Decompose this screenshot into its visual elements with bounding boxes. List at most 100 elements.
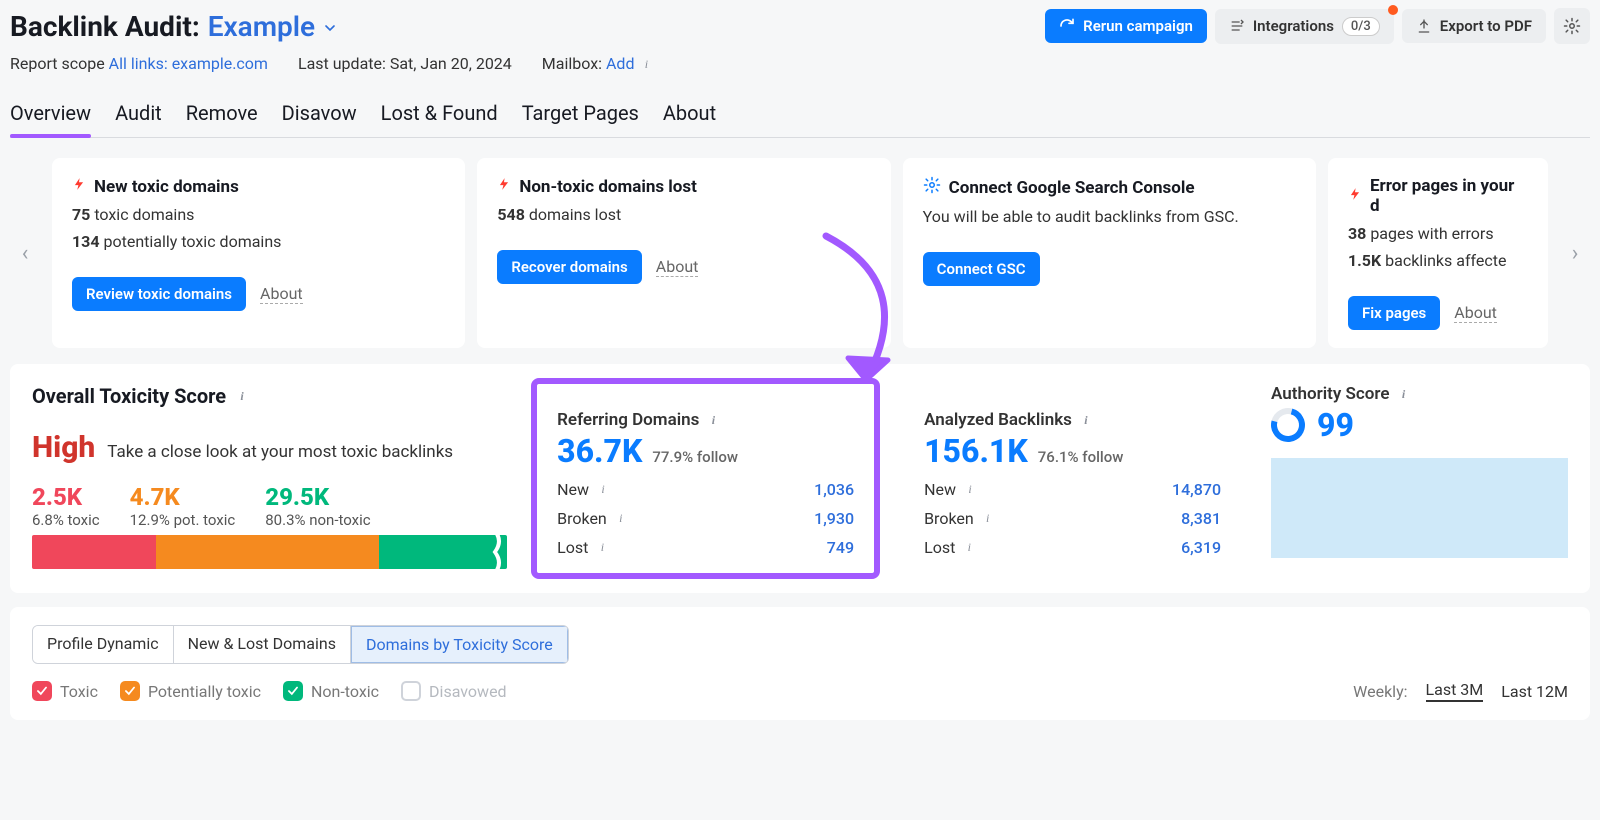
stat-row-value[interactable]: 6,319 bbox=[1181, 538, 1221, 557]
referring-domains-follow: 77.9% follow bbox=[652, 448, 738, 466]
analyzed-backlinks-follow: 76.1% follow bbox=[1038, 448, 1124, 466]
refresh-icon bbox=[1059, 18, 1075, 34]
segment-button[interactable]: New & Lost Domains bbox=[174, 626, 351, 663]
legend-item[interactable]: Non-toxic bbox=[283, 681, 379, 701]
authority-donut-icon bbox=[1265, 402, 1311, 448]
referring-domains-title: Referring Domains i bbox=[557, 410, 854, 430]
info-icon[interactable]: i bbox=[962, 482, 978, 498]
gear-icon bbox=[923, 176, 941, 199]
card-action-button[interactable]: Recover domains bbox=[497, 250, 641, 284]
chevron-down-icon bbox=[322, 20, 338, 36]
legend-checkbox[interactable] bbox=[120, 681, 140, 701]
info-icon[interactable]: i bbox=[594, 540, 610, 556]
authority-chart bbox=[1271, 458, 1568, 558]
toxicity-stat: 29.5K80.3% non-toxic bbox=[265, 483, 370, 529]
summary-card: Non-toxic domains lost 548 domains lost Re… bbox=[477, 158, 890, 348]
settings-button[interactable] bbox=[1554, 8, 1590, 44]
rerun-campaign-button[interactable]: Rerun campaign bbox=[1045, 9, 1207, 43]
card-about-link[interactable]: About bbox=[1454, 303, 1497, 323]
card-action-button[interactable]: Fix pages bbox=[1348, 296, 1440, 330]
cards-next[interactable]: › bbox=[1560, 241, 1590, 266]
stat-row-value[interactable]: 1,930 bbox=[814, 509, 854, 528]
toxicity-stat-value: 29.5K bbox=[265, 483, 370, 511]
card-stat-line: 1.5K backlinks affecte bbox=[1348, 251, 1528, 270]
segment-button[interactable]: Domains by Toxicity Score bbox=[351, 626, 568, 663]
legend-item[interactable]: Toxic bbox=[32, 681, 98, 701]
domains-chart-panel: Profile DynamicNew & Lost DomainsDomains… bbox=[10, 607, 1590, 720]
integrations-button[interactable]: Integrations 0/3 bbox=[1215, 9, 1394, 44]
info-icon[interactable]: i bbox=[595, 482, 611, 498]
page-title: Backlink Audit: Example bbox=[10, 10, 338, 43]
stat-row: Lost i6,319 bbox=[924, 538, 1221, 557]
export-pdf-button[interactable]: Export to PDF bbox=[1402, 9, 1546, 43]
info-icon[interactable]: i bbox=[638, 57, 654, 73]
authority-score-title: Authority Score i bbox=[1271, 384, 1568, 404]
export-icon bbox=[1416, 18, 1432, 34]
tab-remove[interactable]: Remove bbox=[186, 93, 258, 137]
stat-row-label: Lost i bbox=[557, 538, 610, 557]
card-title-text: Non-toxic domains lost bbox=[519, 177, 697, 197]
notification-dot bbox=[1388, 5, 1398, 15]
summary-card: Connect Google Search ConsoleYou will be… bbox=[903, 158, 1316, 348]
toxicity-stat-value: 2.5K bbox=[32, 483, 100, 511]
mailbox-add-link[interactable]: Add bbox=[606, 54, 634, 73]
cards-prev[interactable]: ‹ bbox=[10, 241, 40, 266]
range-option[interactable]: Last 12M bbox=[1501, 682, 1568, 701]
header: Backlink Audit: Example Rerun campaign I… bbox=[10, 8, 1590, 44]
stat-row-label: New i bbox=[557, 480, 611, 499]
tab-lost-found[interactable]: Lost & Found bbox=[381, 93, 498, 137]
summary-card: New toxic domains75 toxic domains134 pot… bbox=[52, 158, 465, 348]
toxicity-title: Overall Toxicity Score i bbox=[32, 384, 507, 408]
info-icon[interactable]: i bbox=[234, 388, 250, 404]
stat-row-label: Broken i bbox=[924, 509, 996, 528]
toxicity-score-section: Overall Toxicity Score i High Take a clo… bbox=[32, 384, 507, 573]
bolt-icon bbox=[497, 176, 511, 197]
stat-row-value[interactable]: 749 bbox=[827, 538, 854, 557]
info-icon[interactable]: i bbox=[961, 540, 977, 556]
legend-checkbox[interactable] bbox=[401, 681, 421, 701]
stat-row: Lost i 749 bbox=[557, 538, 854, 557]
project-dropdown[interactable]: Example bbox=[208, 10, 338, 43]
card-stat-line: 548 domains lost bbox=[497, 205, 870, 224]
toxicity-bar-segment bbox=[156, 535, 379, 569]
toxicity-stat: 2.5K6.8% toxic bbox=[32, 483, 100, 529]
range-option[interactable]: Last 3M bbox=[1426, 680, 1484, 702]
stat-row: Broken i 1,930 bbox=[557, 509, 854, 528]
info-icon[interactable]: i bbox=[980, 511, 996, 527]
card-about-link[interactable]: About bbox=[260, 284, 303, 304]
info-icon[interactable]: i bbox=[613, 511, 629, 527]
legend-checkbox[interactable] bbox=[283, 681, 303, 701]
info-icon[interactable]: i bbox=[705, 412, 721, 428]
legend-checkbox[interactable] bbox=[32, 681, 52, 701]
tab-overview[interactable]: Overview bbox=[10, 93, 91, 137]
toxicity-stat: 4.7K12.9% pot. toxic bbox=[130, 483, 236, 529]
info-icon[interactable]: i bbox=[1395, 386, 1411, 402]
legend-item[interactable]: Potentially toxic bbox=[120, 681, 261, 701]
stat-row-value[interactable]: 8,381 bbox=[1181, 509, 1221, 528]
tab-audit[interactable]: Audit bbox=[115, 93, 162, 137]
stat-row-label: Broken i bbox=[557, 509, 629, 528]
scope-link[interactable]: All links: example.com bbox=[109, 54, 268, 73]
card-action-button[interactable]: Review toxic domains bbox=[72, 277, 246, 311]
analyzed-backlinks-section: Analyzed Backlinks i 156.1K 76.1% follow… bbox=[904, 384, 1241, 573]
card-about-link[interactable]: About bbox=[656, 257, 699, 277]
stat-row-value[interactable]: 1,036 bbox=[814, 480, 854, 499]
stat-row: New i 1,036 bbox=[557, 480, 854, 499]
tab-about[interactable]: About bbox=[663, 93, 716, 137]
info-icon[interactable]: i bbox=[1078, 412, 1094, 428]
integrations-count-badge: 0/3 bbox=[1342, 17, 1380, 36]
card-stat-line: 134 potentially toxic domains bbox=[72, 232, 445, 251]
tab-disavow[interactable]: Disavow bbox=[282, 93, 357, 137]
card-action-button[interactable]: Connect GSC bbox=[923, 252, 1040, 286]
stat-row-value[interactable]: 14,870 bbox=[1172, 480, 1221, 499]
toxicity-stat-value: 4.7K bbox=[130, 483, 236, 511]
integrations-icon bbox=[1229, 18, 1245, 34]
bolt-icon bbox=[1348, 186, 1362, 207]
legend-item[interactable]: Disavowed bbox=[401, 681, 507, 701]
tab-target-pages[interactable]: Target Pages bbox=[522, 93, 639, 137]
toxicity-stat-label: 6.8% toxic bbox=[32, 511, 100, 529]
card-title-text: Error pages in your d bbox=[1370, 176, 1528, 216]
segment-button[interactable]: Profile Dynamic bbox=[33, 626, 174, 663]
stat-row: New i14,870 bbox=[924, 480, 1221, 499]
toxicity-level: High bbox=[32, 430, 95, 465]
